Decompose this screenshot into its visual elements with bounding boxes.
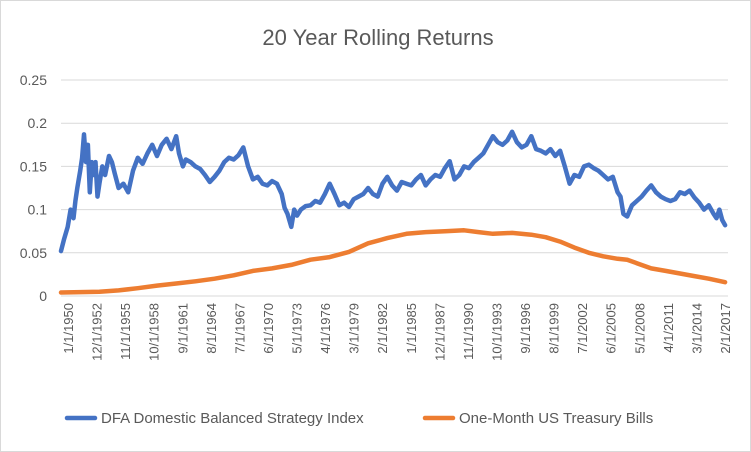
y-tick-label: 0 [39, 288, 47, 304]
x-tick-label: 9/1/1961 [175, 303, 190, 354]
x-tick-label: 3/1/2014 [689, 303, 704, 354]
y-tick-label: 0.15 [20, 158, 47, 174]
y-tick-label: 0.05 [20, 245, 47, 261]
x-tick-label: 12/1/1952 [90, 303, 105, 361]
x-tick-label: 11/1/1990 [461, 303, 476, 360]
x-tick-label: 9/1/1996 [518, 303, 533, 354]
y-tick-label: 0.2 [28, 115, 48, 131]
x-tick-label: 7/1/1967 [232, 303, 247, 354]
x-tick-label: 5/1/2008 [632, 303, 647, 354]
x-tick-label: 10/1/1993 [489, 303, 504, 361]
gridlines [61, 79, 728, 297]
x-tick-label: 7/1/2002 [575, 303, 590, 354]
x-tick-label: 5/1/1973 [290, 303, 305, 354]
y-axis-ticks: 0 0.05 0.1 0.15 0.2 0.25 [20, 72, 47, 304]
x-tick-label: 11/1/1955 [118, 303, 133, 360]
x-tick-label: 10/1/1958 [147, 303, 162, 361]
chart-title: 20 Year Rolling Returns [262, 25, 493, 50]
x-tick-label: 3/1/1979 [347, 303, 362, 354]
series-lines [58, 129, 728, 295]
y-tick-label: 0.25 [20, 72, 47, 88]
series-line-1 [58, 129, 728, 254]
series-line-2 [58, 228, 728, 295]
legend-label: One-Month US Treasury Bills [459, 410, 653, 427]
x-tick-label: 8/1/1999 [547, 303, 562, 354]
x-tick-label: 6/1/1970 [261, 303, 276, 354]
x-tick-label: 2/1/1982 [375, 303, 390, 354]
x-tick-label: 8/1/1964 [204, 303, 219, 354]
x-tick-label: 12/1/1987 [432, 303, 447, 361]
y-tick-label: 0.1 [28, 202, 48, 218]
x-tick-label: 4/1/2011 [661, 303, 676, 353]
legend-label: DFA Domestic Balanced Strategy Index [101, 410, 364, 427]
legend: DFA Domestic Balanced Strategy Index One-… [64, 410, 653, 427]
x-tick-label: 4/1/1976 [318, 303, 333, 354]
x-tick-label: 6/1/2005 [604, 303, 619, 354]
x-axis-ticks: 1/1/1950 12/1/1952 11/1/1955 10/1/1958 9/1/1… [61, 303, 733, 361]
x-tick-label: 1/1/1950 [61, 303, 76, 354]
x-tick-label: 1/1/1985 [404, 303, 419, 354]
x-tick-label: 2/1/2017 [718, 303, 733, 354]
